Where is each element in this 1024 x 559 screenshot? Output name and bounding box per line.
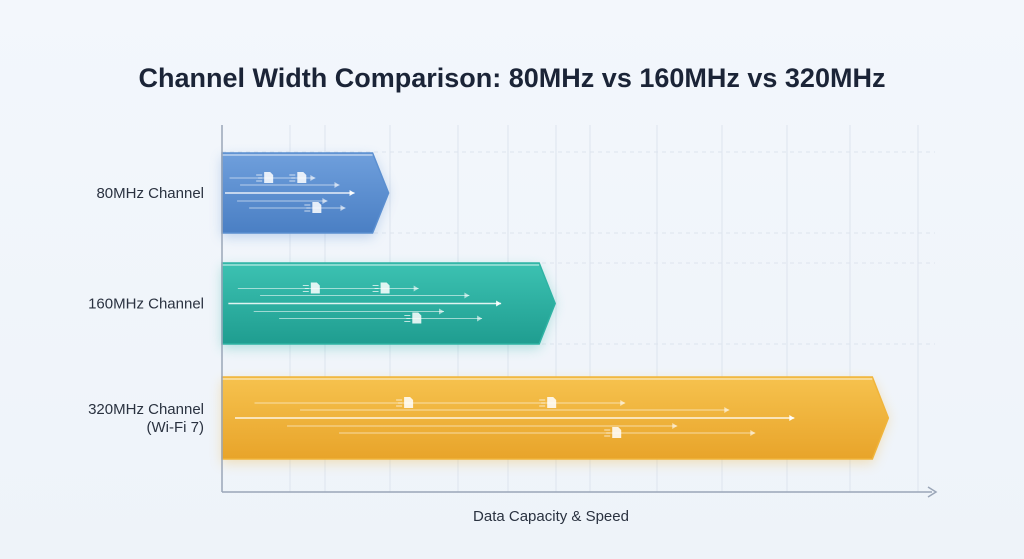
- axes: [221, 125, 938, 498]
- category-label: 320MHz Channel: [88, 401, 204, 418]
- category-label: 160MHz Channel: [88, 296, 204, 313]
- data-packet-icon: [372, 282, 390, 294]
- data-flow-lines: [228, 282, 502, 324]
- data-packet-icon: [289, 172, 307, 183]
- data-packet-icon: [304, 202, 322, 213]
- data-packet-icon: [604, 427, 622, 438]
- data-packet-icon: [539, 397, 557, 408]
- data-packet-icon: [256, 172, 274, 183]
- category-labels: 80MHz Channel 160MHz Channel 320MHz Channe…: [88, 185, 204, 436]
- bars-group: [221, 152, 890, 463]
- data-flow-lines: [225, 172, 355, 213]
- bar: [221, 262, 556, 348]
- category-label: 80MHz Channel: [96, 185, 204, 202]
- category-label: (Wi-Fi 7): [147, 419, 204, 436]
- bar: [221, 152, 390, 237]
- data-flow-lines: [235, 397, 795, 438]
- data-packet-icon: [404, 312, 422, 324]
- data-packet-icon: [302, 282, 320, 294]
- chart-title: Channel Width Comparison: 80MHz vs 160MH…: [139, 63, 886, 93]
- bar: [221, 376, 890, 463]
- data-packet-icon: [396, 397, 414, 408]
- x-axis-arrow-icon: [927, 486, 938, 498]
- x-axis-label: Data Capacity & Speed: [473, 508, 629, 525]
